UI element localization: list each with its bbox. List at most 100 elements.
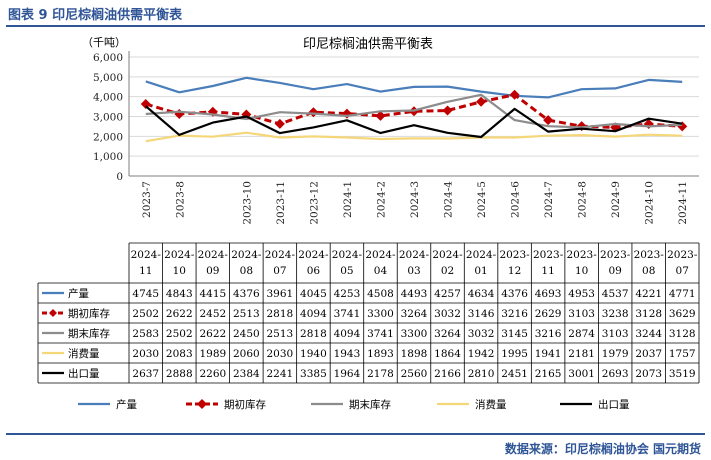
- legend-marker: [197, 399, 207, 409]
- table-header: 03: [407, 265, 420, 277]
- table-cell: 2874: [568, 328, 595, 340]
- table-cell: 2178: [367, 368, 394, 380]
- table-cell: 2241: [267, 368, 294, 380]
- data-point: [174, 108, 185, 119]
- table-cell: 2073: [635, 368, 662, 380]
- table-header: 07: [273, 265, 286, 277]
- legend-label: 期初库存: [224, 398, 266, 411]
- table-cell: 2260: [199, 368, 226, 380]
- table-header: 2024-: [164, 249, 195, 261]
- x-tick-label: 2023-7: [141, 181, 153, 218]
- table-cell: 2502: [166, 328, 193, 340]
- table-header: 2024-: [466, 249, 497, 261]
- legend-label: 消费量: [475, 398, 507, 411]
- table-header: 2023-: [533, 249, 564, 261]
- legend: 产量 期初库存 期末库存 消费量 出口量: [78, 398, 630, 411]
- table-cell: 3300: [401, 328, 428, 340]
- table-header: 11: [139, 265, 152, 277]
- table-header: 2024-: [198, 249, 229, 261]
- table-cell: 2502: [132, 308, 159, 320]
- table-cell: 3216: [535, 328, 562, 340]
- table-cell: 1864: [434, 348, 461, 360]
- table-cell: 1989: [199, 348, 226, 360]
- x-tick-label: 2024-7: [543, 181, 555, 218]
- table-cell: 3103: [568, 308, 595, 320]
- table-cell: 3300: [367, 308, 394, 320]
- x-tick-label: 2024-1: [342, 181, 354, 218]
- table-header: 12: [508, 265, 521, 277]
- table-cell: 3216: [501, 308, 528, 320]
- data-point: [442, 105, 453, 116]
- table-cell: 4953: [568, 288, 595, 300]
- bottom-rule: [6, 433, 705, 435]
- table-cell: 3244: [635, 328, 662, 340]
- table-cell: 3001: [568, 368, 595, 380]
- table-cell: 1898: [401, 348, 428, 360]
- table-header: 2024-: [265, 249, 296, 261]
- table-cell: 4508: [367, 288, 394, 300]
- table-cell: 2622: [199, 328, 226, 340]
- table-header: 06: [307, 265, 321, 277]
- x-tick-label: 2023-8: [174, 181, 186, 218]
- table-cell: 4771: [669, 288, 696, 300]
- table-header: 2024-: [432, 249, 463, 261]
- table-row-label: 产量: [68, 287, 89, 300]
- y-tick-label: 5,000: [93, 72, 123, 84]
- table-cell: 3961: [267, 288, 294, 300]
- table-header: 2024-: [298, 249, 329, 261]
- table-header: 02: [441, 265, 454, 277]
- data-point: [140, 99, 151, 110]
- table-cell: 3103: [602, 328, 629, 340]
- series-line: [145, 105, 683, 139]
- table-cell: 1893: [367, 348, 394, 360]
- table-cell: 4094: [300, 308, 327, 320]
- table-header: 2023-: [567, 249, 598, 261]
- legend-label: 期末库存: [349, 398, 391, 411]
- table-cell: 2083: [166, 348, 193, 360]
- table-cell: 1943: [334, 348, 361, 360]
- y-tick-label: 0: [116, 171, 123, 183]
- table-cell: 2166: [434, 368, 461, 380]
- legend-label: 产量: [116, 398, 137, 411]
- x-tick-labels: 2023-7 2023-8 2023-10 2023-11 2023-12 2024-1 2…: [141, 181, 689, 225]
- x-tick-label: 2024-8: [577, 181, 589, 218]
- table-header: 05: [340, 265, 353, 277]
- table-header: 2024-: [399, 249, 430, 261]
- table-cell: 3264: [434, 328, 461, 340]
- x-tick-label: 2024-2: [375, 181, 387, 218]
- x-tick-label: 2024-10: [644, 181, 656, 225]
- table-header: 07: [676, 265, 689, 277]
- x-tick-label: 2024-9: [610, 181, 622, 218]
- y-tick-label: 2,000: [93, 131, 123, 143]
- table-cell: 3519: [669, 368, 696, 380]
- table-cell: 2450: [233, 328, 260, 340]
- table-cell: 4376: [501, 288, 528, 300]
- table-cell: 2384: [233, 368, 260, 380]
- table-cell: 2030: [132, 348, 159, 360]
- table-row-label: 出口量: [68, 367, 100, 380]
- series-line: [145, 93, 683, 129]
- table-header: 2023-: [667, 249, 698, 261]
- table-cell: 3145: [501, 328, 528, 340]
- x-tick-label: 2024-3: [409, 181, 421, 218]
- table-cell: 2888: [166, 368, 193, 380]
- table-cell: 3629: [669, 308, 696, 320]
- table-cell: 2560: [401, 368, 428, 380]
- table-cell: 1964: [334, 368, 361, 380]
- table-header: 2023-: [499, 249, 530, 261]
- table-header: 11: [541, 265, 554, 277]
- table-header: 01: [474, 265, 487, 277]
- table-header: 08: [240, 265, 253, 277]
- table-cell: 2583: [132, 328, 159, 340]
- table-cell: 3128: [635, 308, 662, 320]
- table-cell: 3032: [468, 328, 495, 340]
- table-header: 2024-: [231, 249, 262, 261]
- table-cell: 1757: [669, 348, 696, 360]
- table-header: 08: [642, 265, 655, 277]
- table-cell: 2693: [602, 368, 629, 380]
- table-cell: 1995: [501, 348, 528, 360]
- data-point: [375, 110, 386, 121]
- axes: [128, 51, 699, 177]
- x-tick-label: 2023-12: [308, 181, 320, 225]
